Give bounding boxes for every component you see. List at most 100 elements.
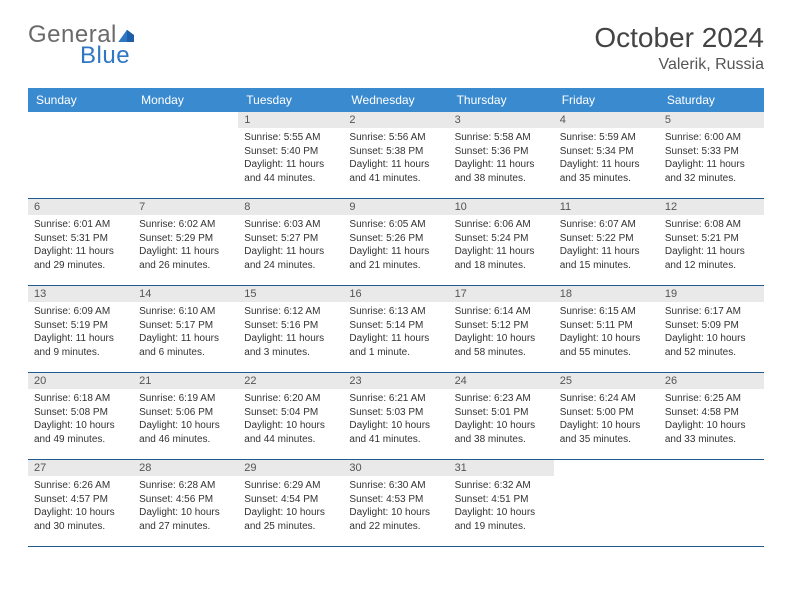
daylight-text: Daylight: 11 hours and 9 minutes. <box>34 332 127 359</box>
daylight-text: Daylight: 11 hours and 15 minutes. <box>560 245 653 272</box>
calendar-day-cell: 24Sunrise: 6:23 AMSunset: 5:01 PMDayligh… <box>449 373 554 460</box>
sunrise-text: Sunrise: 6:01 AM <box>34 218 127 232</box>
weekday-header: Monday <box>133 88 238 112</box>
day-number: 11 <box>554 199 659 215</box>
sunrise-text: Sunrise: 6:32 AM <box>455 479 548 493</box>
calendar-day-cell: 21Sunrise: 6:19 AMSunset: 5:06 PMDayligh… <box>133 373 238 460</box>
sunset-text: Sunset: 5:14 PM <box>349 319 442 333</box>
day-details: Sunrise: 5:59 AMSunset: 5:34 PMDaylight:… <box>554 128 659 189</box>
sunrise-text: Sunrise: 6:29 AM <box>244 479 337 493</box>
calendar-day-cell <box>659 460 764 547</box>
sunrise-text: Sunrise: 6:30 AM <box>349 479 442 493</box>
day-details: Sunrise: 6:12 AMSunset: 5:16 PMDaylight:… <box>238 302 343 363</box>
daylight-text: Daylight: 10 hours and 58 minutes. <box>455 332 548 359</box>
day-details: Sunrise: 6:03 AMSunset: 5:27 PMDaylight:… <box>238 215 343 276</box>
day-details: Sunrise: 6:07 AMSunset: 5:22 PMDaylight:… <box>554 215 659 276</box>
day-details: Sunrise: 6:17 AMSunset: 5:09 PMDaylight:… <box>659 302 764 363</box>
sunset-text: Sunset: 4:57 PM <box>34 493 127 507</box>
day-number: 2 <box>343 112 448 128</box>
sunrise-text: Sunrise: 6:17 AM <box>665 305 758 319</box>
daylight-text: Daylight: 11 hours and 41 minutes. <box>349 158 442 185</box>
calendar-day-cell: 8Sunrise: 6:03 AMSunset: 5:27 PMDaylight… <box>238 199 343 286</box>
day-details: Sunrise: 6:20 AMSunset: 5:04 PMDaylight:… <box>238 389 343 450</box>
day-details: Sunrise: 6:15 AMSunset: 5:11 PMDaylight:… <box>554 302 659 363</box>
calendar-day-cell: 25Sunrise: 6:24 AMSunset: 5:00 PMDayligh… <box>554 373 659 460</box>
sunset-text: Sunset: 4:58 PM <box>665 406 758 420</box>
calendar-page: GeneralBlue October 2024 Valerik, Russia… <box>0 0 792 612</box>
calendar-day-cell: 19Sunrise: 6:17 AMSunset: 5:09 PMDayligh… <box>659 286 764 373</box>
calendar-day-cell: 14Sunrise: 6:10 AMSunset: 5:17 PMDayligh… <box>133 286 238 373</box>
day-number: 24 <box>449 373 554 389</box>
sunset-text: Sunset: 4:54 PM <box>244 493 337 507</box>
sunrise-text: Sunrise: 6:19 AM <box>139 392 232 406</box>
weekday-header: Tuesday <box>238 88 343 112</box>
calendar-day-cell: 20Sunrise: 6:18 AMSunset: 5:08 PMDayligh… <box>28 373 133 460</box>
day-details: Sunrise: 6:28 AMSunset: 4:56 PMDaylight:… <box>133 476 238 537</box>
sunrise-text: Sunrise: 5:58 AM <box>455 131 548 145</box>
sunrise-text: Sunrise: 5:55 AM <box>244 131 337 145</box>
weekday-header: Thursday <box>449 88 554 112</box>
day-details: Sunrise: 6:02 AMSunset: 5:29 PMDaylight:… <box>133 215 238 276</box>
day-details: Sunrise: 6:29 AMSunset: 4:54 PMDaylight:… <box>238 476 343 537</box>
sunrise-text: Sunrise: 6:09 AM <box>34 305 127 319</box>
calendar-week-row: 20Sunrise: 6:18 AMSunset: 5:08 PMDayligh… <box>28 373 764 460</box>
sunset-text: Sunset: 5:17 PM <box>139 319 232 333</box>
daylight-text: Daylight: 10 hours and 55 minutes. <box>560 332 653 359</box>
daylight-text: Daylight: 11 hours and 6 minutes. <box>139 332 232 359</box>
calendar-day-cell <box>554 460 659 547</box>
day-number: 23 <box>343 373 448 389</box>
day-number: 29 <box>238 460 343 476</box>
sunset-text: Sunset: 5:16 PM <box>244 319 337 333</box>
day-details: Sunrise: 6:09 AMSunset: 5:19 PMDaylight:… <box>28 302 133 363</box>
page-header: GeneralBlue October 2024 Valerik, Russia <box>28 22 764 74</box>
calendar-day-cell <box>28 112 133 199</box>
day-details: Sunrise: 6:14 AMSunset: 5:12 PMDaylight:… <box>449 302 554 363</box>
sunset-text: Sunset: 4:51 PM <box>455 493 548 507</box>
day-details: Sunrise: 5:58 AMSunset: 5:36 PMDaylight:… <box>449 128 554 189</box>
daylight-text: Daylight: 10 hours and 33 minutes. <box>665 419 758 446</box>
day-number: 17 <box>449 286 554 302</box>
day-details: Sunrise: 6:24 AMSunset: 5:00 PMDaylight:… <box>554 389 659 450</box>
sunset-text: Sunset: 5:38 PM <box>349 145 442 159</box>
sunset-text: Sunset: 5:31 PM <box>34 232 127 246</box>
day-number: 27 <box>28 460 133 476</box>
daylight-text: Daylight: 10 hours and 44 minutes. <box>244 419 337 446</box>
calendar-day-cell: 13Sunrise: 6:09 AMSunset: 5:19 PMDayligh… <box>28 286 133 373</box>
day-details: Sunrise: 6:21 AMSunset: 5:03 PMDaylight:… <box>343 389 448 450</box>
sunrise-text: Sunrise: 6:08 AM <box>665 218 758 232</box>
calendar-week-row: 6Sunrise: 6:01 AMSunset: 5:31 PMDaylight… <box>28 199 764 286</box>
weekday-header: Sunday <box>28 88 133 112</box>
sunset-text: Sunset: 5:11 PM <box>560 319 653 333</box>
day-number: 26 <box>659 373 764 389</box>
daylight-text: Daylight: 10 hours and 22 minutes. <box>349 506 442 533</box>
day-number: 25 <box>554 373 659 389</box>
daylight-text: Daylight: 10 hours and 25 minutes. <box>244 506 337 533</box>
sunrise-text: Sunrise: 6:07 AM <box>560 218 653 232</box>
day-number: 5 <box>659 112 764 128</box>
calendar-day-cell: 18Sunrise: 6:15 AMSunset: 5:11 PMDayligh… <box>554 286 659 373</box>
weekday-header: Saturday <box>659 88 764 112</box>
daylight-text: Daylight: 11 hours and 21 minutes. <box>349 245 442 272</box>
calendar-week-row: 27Sunrise: 6:26 AMSunset: 4:57 PMDayligh… <box>28 460 764 547</box>
day-number: 31 <box>449 460 554 476</box>
day-details: Sunrise: 6:13 AMSunset: 5:14 PMDaylight:… <box>343 302 448 363</box>
day-number: 22 <box>238 373 343 389</box>
daylight-text: Daylight: 11 hours and 26 minutes. <box>139 245 232 272</box>
day-details: Sunrise: 6:08 AMSunset: 5:21 PMDaylight:… <box>659 215 764 276</box>
daylight-text: Daylight: 11 hours and 32 minutes. <box>665 158 758 185</box>
weekday-header: Wednesday <box>343 88 448 112</box>
calendar-day-cell: 30Sunrise: 6:30 AMSunset: 4:53 PMDayligh… <box>343 460 448 547</box>
sunrise-text: Sunrise: 6:06 AM <box>455 218 548 232</box>
day-details: Sunrise: 6:25 AMSunset: 4:58 PMDaylight:… <box>659 389 764 450</box>
calendar-day-cell: 7Sunrise: 6:02 AMSunset: 5:29 PMDaylight… <box>133 199 238 286</box>
calendar-day-cell: 17Sunrise: 6:14 AMSunset: 5:12 PMDayligh… <box>449 286 554 373</box>
day-number: 14 <box>133 286 238 302</box>
sunset-text: Sunset: 5:24 PM <box>455 232 548 246</box>
day-number: 18 <box>554 286 659 302</box>
daylight-text: Daylight: 11 hours and 12 minutes. <box>665 245 758 272</box>
sunset-text: Sunset: 5:33 PM <box>665 145 758 159</box>
sunset-text: Sunset: 5:27 PM <box>244 232 337 246</box>
calendar-day-cell: 22Sunrise: 6:20 AMSunset: 5:04 PMDayligh… <box>238 373 343 460</box>
day-number: 8 <box>238 199 343 215</box>
daylight-text: Daylight: 11 hours and 29 minutes. <box>34 245 127 272</box>
